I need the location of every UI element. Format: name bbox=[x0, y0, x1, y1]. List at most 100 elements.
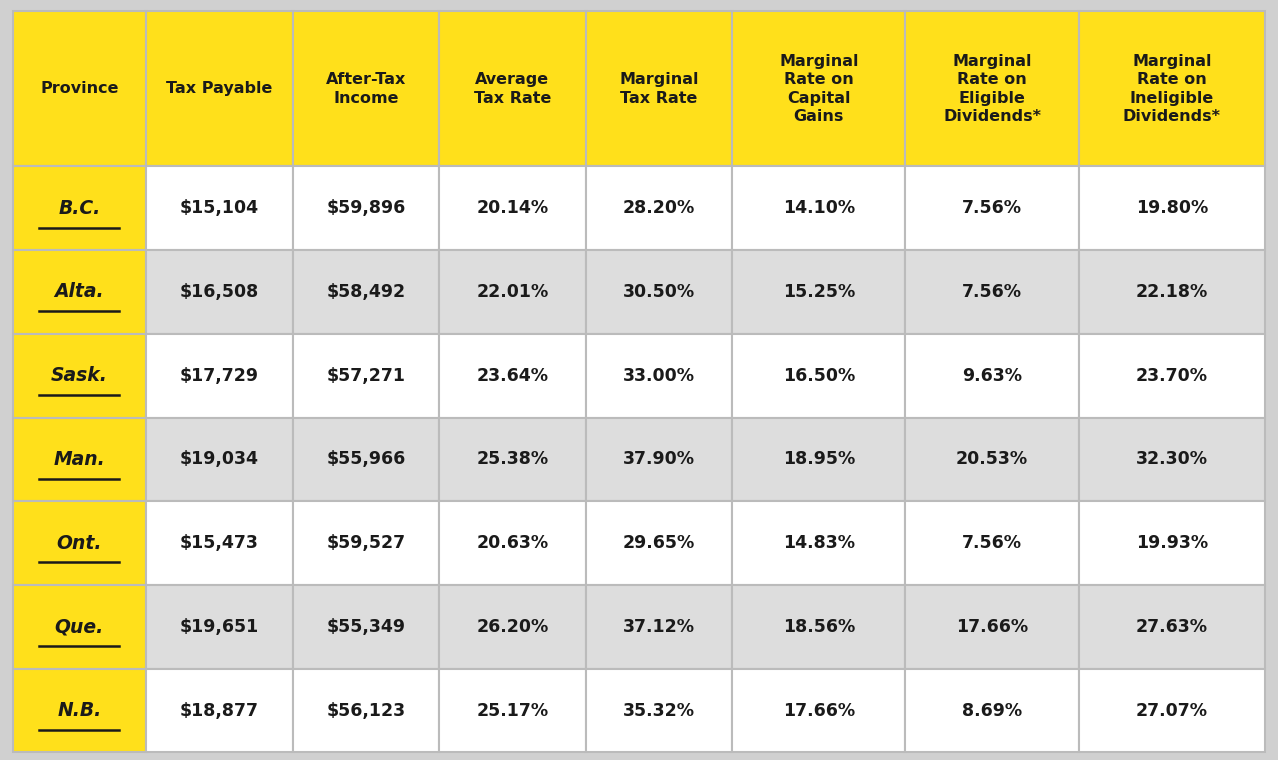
Text: 17.66%: 17.66% bbox=[783, 701, 855, 720]
Text: 19.93%: 19.93% bbox=[1136, 534, 1208, 552]
Bar bbox=[1079, 11, 1265, 166]
Text: 37.12%: 37.12% bbox=[622, 618, 695, 636]
Text: 16.50%: 16.50% bbox=[782, 366, 855, 385]
Bar bbox=[906, 502, 1079, 585]
Text: 23.64%: 23.64% bbox=[477, 366, 548, 385]
Bar bbox=[732, 669, 906, 752]
Bar bbox=[146, 585, 293, 669]
Text: 33.00%: 33.00% bbox=[622, 366, 695, 385]
Bar bbox=[906, 166, 1079, 250]
Text: 14.10%: 14.10% bbox=[783, 199, 855, 217]
Text: 9.63%: 9.63% bbox=[962, 366, 1022, 385]
Bar bbox=[906, 334, 1079, 417]
Text: Marginal
Rate on
Ineligible
Dividends*: Marginal Rate on Ineligible Dividends* bbox=[1123, 53, 1220, 125]
Bar bbox=[293, 669, 440, 752]
Bar bbox=[1079, 669, 1265, 752]
Bar bbox=[585, 669, 732, 752]
Text: 23.70%: 23.70% bbox=[1136, 366, 1208, 385]
Bar bbox=[585, 502, 732, 585]
Text: Marginal
Rate on
Eligible
Dividends*: Marginal Rate on Eligible Dividends* bbox=[943, 53, 1042, 125]
Text: $55,349: $55,349 bbox=[326, 618, 405, 636]
Bar bbox=[585, 166, 732, 250]
Bar bbox=[906, 585, 1079, 669]
Text: 22.18%: 22.18% bbox=[1136, 283, 1208, 301]
Bar bbox=[440, 166, 585, 250]
Text: 35.32%: 35.32% bbox=[622, 701, 695, 720]
Bar bbox=[732, 250, 906, 334]
Text: Que.: Que. bbox=[55, 617, 104, 636]
Bar bbox=[293, 11, 440, 166]
Bar bbox=[1079, 334, 1265, 417]
Bar bbox=[440, 250, 585, 334]
Text: 28.20%: 28.20% bbox=[622, 199, 695, 217]
Text: 7.56%: 7.56% bbox=[962, 534, 1022, 552]
Text: $19,651: $19,651 bbox=[180, 618, 259, 636]
Text: $55,966: $55,966 bbox=[326, 451, 405, 468]
Text: 32.30%: 32.30% bbox=[1136, 451, 1208, 468]
Bar bbox=[732, 502, 906, 585]
Text: $18,877: $18,877 bbox=[180, 701, 259, 720]
Text: B.C.: B.C. bbox=[59, 199, 101, 218]
Text: $16,508: $16,508 bbox=[180, 283, 259, 301]
Bar bbox=[13, 334, 146, 417]
Text: $59,527: $59,527 bbox=[326, 534, 405, 552]
Text: 7.56%: 7.56% bbox=[962, 283, 1022, 301]
Bar bbox=[146, 334, 293, 417]
Bar bbox=[1079, 166, 1265, 250]
Bar bbox=[732, 417, 906, 502]
Bar bbox=[440, 334, 585, 417]
Bar bbox=[906, 250, 1079, 334]
Bar bbox=[440, 502, 585, 585]
Bar bbox=[732, 11, 906, 166]
Text: Man.: Man. bbox=[54, 450, 105, 469]
Bar bbox=[906, 11, 1079, 166]
Text: 25.38%: 25.38% bbox=[477, 451, 548, 468]
Text: 20.14%: 20.14% bbox=[477, 199, 548, 217]
Text: Marginal
Tax Rate: Marginal Tax Rate bbox=[620, 72, 699, 106]
Bar bbox=[146, 166, 293, 250]
Text: Tax Payable: Tax Payable bbox=[166, 81, 272, 97]
Text: After-Tax
Income: After-Tax Income bbox=[326, 72, 406, 106]
Bar bbox=[906, 669, 1079, 752]
Bar bbox=[13, 417, 146, 502]
Bar bbox=[13, 250, 146, 334]
Text: Sask.: Sask. bbox=[51, 366, 107, 385]
Bar bbox=[440, 669, 585, 752]
Text: 20.63%: 20.63% bbox=[477, 534, 548, 552]
Text: 26.20%: 26.20% bbox=[477, 618, 548, 636]
Bar bbox=[13, 585, 146, 669]
Text: 29.65%: 29.65% bbox=[622, 534, 695, 552]
Bar bbox=[146, 250, 293, 334]
Text: Alta.: Alta. bbox=[55, 283, 105, 302]
Bar bbox=[585, 334, 732, 417]
Bar bbox=[146, 502, 293, 585]
Bar bbox=[1079, 585, 1265, 669]
Text: 7.56%: 7.56% bbox=[962, 199, 1022, 217]
Bar bbox=[1079, 417, 1265, 502]
Bar bbox=[732, 585, 906, 669]
Bar bbox=[440, 417, 585, 502]
Text: $57,271: $57,271 bbox=[326, 366, 405, 385]
Text: $58,492: $58,492 bbox=[326, 283, 405, 301]
Bar bbox=[146, 417, 293, 502]
Text: 14.83%: 14.83% bbox=[783, 534, 855, 552]
Bar bbox=[585, 11, 732, 166]
Bar bbox=[293, 585, 440, 669]
Bar bbox=[732, 334, 906, 417]
Bar bbox=[1079, 250, 1265, 334]
Bar bbox=[293, 334, 440, 417]
Text: 19.80%: 19.80% bbox=[1136, 199, 1208, 217]
Text: 27.63%: 27.63% bbox=[1136, 618, 1208, 636]
Bar bbox=[146, 669, 293, 752]
Bar bbox=[440, 11, 585, 166]
Bar bbox=[1079, 502, 1265, 585]
Text: Ont.: Ont. bbox=[56, 534, 102, 553]
Text: 18.95%: 18.95% bbox=[782, 451, 855, 468]
Bar bbox=[146, 11, 293, 166]
Text: 17.66%: 17.66% bbox=[956, 618, 1028, 636]
Text: $59,896: $59,896 bbox=[326, 199, 405, 217]
Text: Marginal
Rate on
Capital
Gains: Marginal Rate on Capital Gains bbox=[780, 53, 859, 125]
Text: 22.01%: 22.01% bbox=[477, 283, 548, 301]
Text: $56,123: $56,123 bbox=[326, 701, 405, 720]
Text: $17,729: $17,729 bbox=[180, 366, 259, 385]
